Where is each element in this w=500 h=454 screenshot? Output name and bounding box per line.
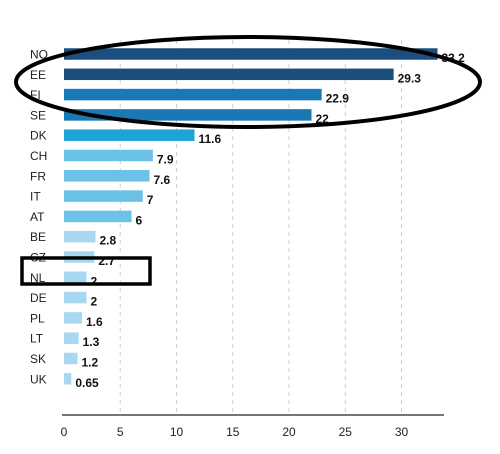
bar-fr: [64, 170, 150, 182]
value-label-fr: 7.6: [154, 173, 171, 187]
value-label-dk: 11.6: [199, 132, 222, 146]
value-label-pl: 1.6: [86, 315, 103, 329]
bar-it: [64, 190, 143, 202]
bar-no: [64, 48, 438, 60]
bar-pl: [64, 312, 82, 324]
bar-de: [64, 291, 87, 304]
value-label-ch: 7.9: [157, 153, 174, 167]
value-label-lt: 1.3: [83, 335, 100, 349]
bar-be: [64, 230, 96, 243]
value-label-be: 2.8: [100, 234, 117, 248]
bars: [64, 48, 438, 385]
x-tick-label: 5: [117, 425, 124, 439]
value-label-fi: 22.9: [326, 92, 350, 106]
category-label-se: SE: [30, 108, 46, 122]
category-label-ch: CH: [30, 149, 47, 163]
value-label-nl: 2: [91, 274, 98, 288]
highlight-rectangle: [20, 256, 152, 286]
category-label-sk: SK: [30, 352, 46, 366]
highlight-ellipse: [14, 35, 482, 129]
value-label-ee: 29.3: [398, 71, 422, 85]
bar-se: [64, 109, 312, 121]
category-label-it: IT: [30, 190, 41, 204]
category-label-pl: PL: [30, 311, 45, 325]
category-label-be: BE: [30, 230, 46, 244]
bar-sk: [64, 352, 78, 365]
x-tick-label: 15: [226, 425, 240, 439]
value-label-de: 2: [91, 295, 98, 309]
bar-ee: [64, 68, 394, 81]
value-label-cz: 2.7: [98, 254, 115, 268]
category-label-lt: LT: [30, 332, 44, 346]
category-label-dk: DK: [30, 129, 47, 143]
grid-lines: [119, 40, 402, 415]
bar-uk: [64, 373, 72, 385]
bar-dk: [64, 129, 195, 141]
x-tick-label: 10: [170, 425, 184, 439]
bar-at: [64, 210, 132, 223]
bar-lt: [64, 332, 79, 344]
annotations: [14, 35, 482, 286]
bar-ch: [64, 149, 153, 162]
x-tick-label: 0: [61, 425, 68, 439]
category-label-at: AT: [30, 210, 45, 224]
x-tick-label: 30: [395, 425, 409, 439]
category-label-nl: NL: [30, 271, 46, 285]
value-label-at: 6: [136, 213, 143, 227]
category-label-uk: UK: [30, 372, 47, 386]
value-label-sk: 1.2: [82, 356, 99, 370]
value-label-se: 22: [316, 112, 330, 126]
x-tick-labels: 0 5 10 15 20 25 30: [61, 425, 409, 439]
value-labels: 33.229.322.92211.67.97.6762.82.7221.61.3…: [75, 51, 465, 390]
category-label-fi: FI: [30, 88, 41, 102]
category-label-no: NO: [30, 48, 48, 62]
category-label-ee: EE: [30, 68, 46, 82]
x-tick-label: 20: [282, 425, 296, 439]
category-label-de: DE: [30, 291, 47, 305]
value-label-it: 7: [147, 193, 154, 207]
value-label-uk: 0.65: [75, 376, 99, 390]
category-label-fr: FR: [30, 169, 46, 183]
bar-nl: [64, 271, 87, 284]
bar-fi: [64, 88, 322, 101]
x-tick-label: 25: [339, 425, 353, 439]
